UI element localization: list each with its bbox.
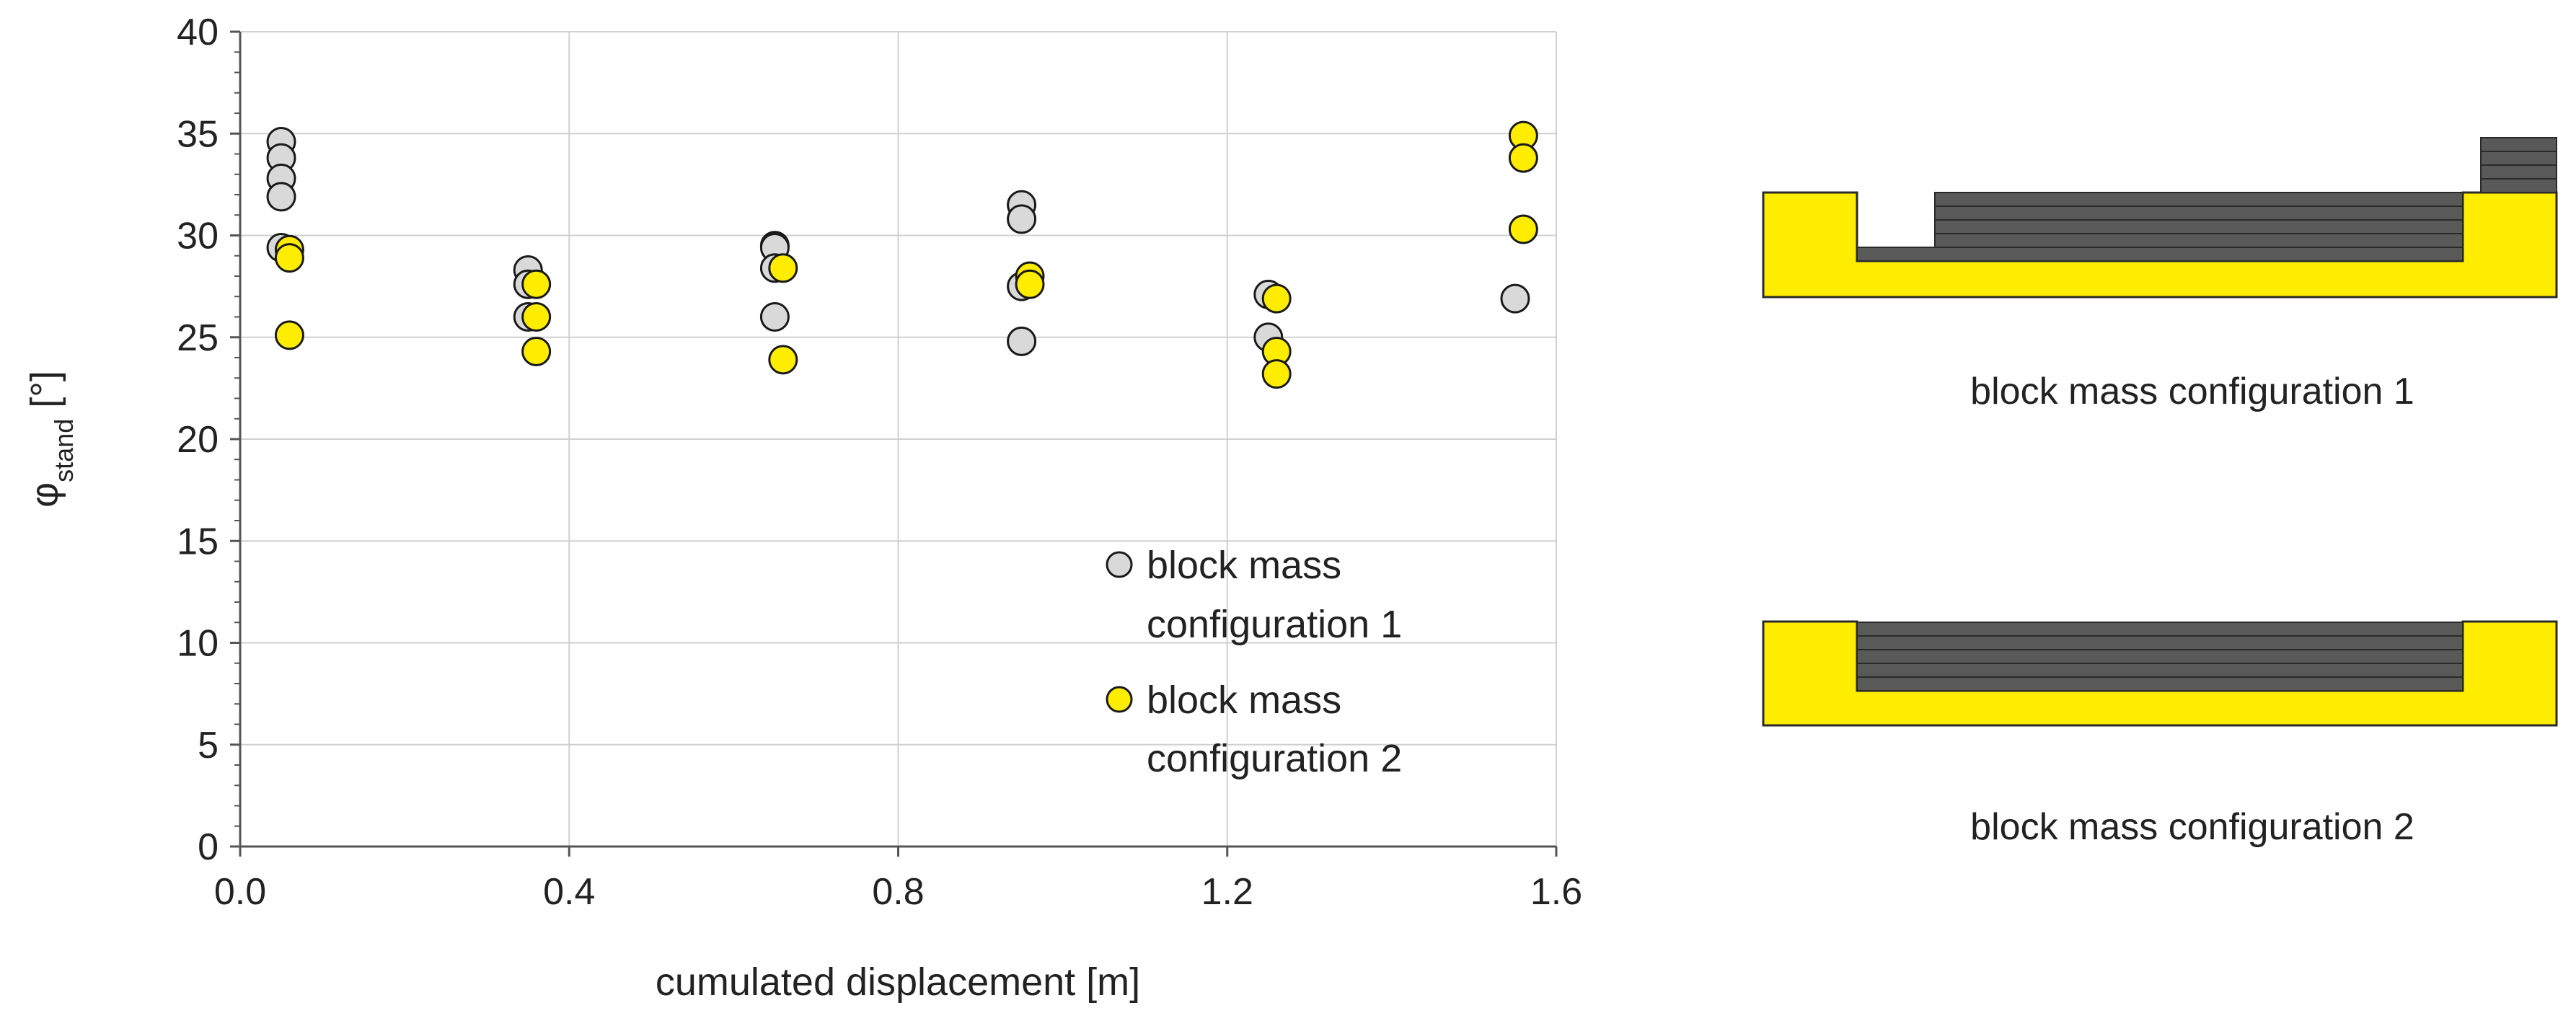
- block-layer: [1934, 205, 2463, 221]
- y-tick-label: 20: [177, 419, 219, 461]
- legend-label-configuration-1-line-2: configuration 1: [1147, 603, 1402, 646]
- data-point-configuration-1: [759, 302, 790, 332]
- data-point-configuration-2: [1261, 359, 1292, 389]
- y-tick-label: 10: [177, 623, 219, 665]
- y-axis-title-unit: [°]: [23, 371, 66, 419]
- block-layer: [1856, 649, 2463, 664]
- y-tick-labels: 0 5 10 15 20 25 30 35 40: [177, 12, 219, 868]
- data-point-configuration-2: [1261, 283, 1292, 314]
- data-point-configuration-1: [1500, 283, 1530, 314]
- data-point-configuration-2: [768, 345, 798, 375]
- block-mass-configuration-1-diagram: block mass configuration 1: [1762, 137, 2558, 412]
- block-layer: [2480, 164, 2557, 180]
- scatter-chart: 0 5 10 15 20 25 30 35 40 0.0 0.4 0.8 1.2 1.6 cumulat…: [23, 12, 1582, 1004]
- block-layer: [2480, 151, 2557, 166]
- y-tick-label: 25: [177, 317, 219, 359]
- y-axis-title-symbol: φ: [23, 482, 66, 508]
- data-point-configuration-2: [521, 337, 552, 367]
- data-point-configuration-2: [1508, 214, 1538, 244]
- x-tick-label: 1.6: [1530, 871, 1582, 913]
- legend-marker-configuration-2: [1106, 686, 1133, 713]
- x-tick-label: 0.0: [214, 871, 266, 913]
- block-layer: [1856, 247, 2463, 262]
- grid-lines: [240, 31, 1557, 847]
- y-tick-label: 5: [198, 725, 219, 766]
- diagram-caption: block mass configuration 2: [1970, 806, 2414, 848]
- data-point-configuration-2: [1015, 269, 1045, 299]
- legend-marker-configuration-1: [1106, 551, 1133, 578]
- x-tick-label: 0.4: [543, 871, 595, 913]
- block-layer: [1934, 233, 2463, 248]
- block-layer: [1856, 622, 2463, 637]
- block-layer: [1934, 192, 2463, 207]
- legend-label-configuration-1-line-1: block mass: [1147, 544, 1341, 587]
- y-tick-label: 15: [177, 521, 219, 562]
- data-point-configuration-2: [274, 320, 304, 350]
- x-axis-title: cumulated displacement [m]: [656, 960, 1140, 1004]
- data-points: [266, 120, 1538, 389]
- x-tick-label: 0.8: [872, 871, 924, 913]
- y-tick-label: 30: [177, 216, 219, 257]
- data-point-configuration-2: [274, 243, 304, 273]
- y-axis-title: φstand [°]: [23, 371, 79, 508]
- diagram-caption: block mass configuration 1: [1970, 371, 2414, 412]
- block-layer: [1856, 676, 2463, 691]
- data-point-configuration-2: [1508, 143, 1538, 173]
- data-point-configuration-1: [266, 182, 296, 212]
- block-layer: [2480, 137, 2557, 152]
- block-layer: [1856, 663, 2463, 678]
- data-point-configuration-1: [1007, 326, 1037, 356]
- x-tick-label: 1.2: [1201, 871, 1253, 913]
- block-layer: [2480, 178, 2557, 193]
- x-tick-labels: 0.0 0.4 0.8 1.2 1.6: [214, 871, 1582, 913]
- data-point-configuration-2: [521, 269, 552, 299]
- block-layer: [1856, 635, 2463, 650]
- block-mass-configuration-2-diagram: block mass configuration 2: [1762, 620, 2558, 848]
- data-point-configuration-2: [521, 302, 552, 332]
- y-minor-ticks: [230, 30, 1558, 857]
- legend: block mass configuration 1 block mass co…: [1106, 544, 1402, 780]
- block-layer: [1934, 219, 2463, 234]
- series-2: [274, 120, 1538, 389]
- legend-label-configuration-2-line-2: configuration 2: [1147, 737, 1402, 780]
- y-tick-label: 0: [198, 826, 219, 868]
- data-point-configuration-1: [1007, 204, 1037, 234]
- y-tick-label: 35: [177, 113, 219, 155]
- y-axis-title-subscript: stand: [49, 419, 79, 482]
- y-tick-label: 40: [177, 12, 219, 53]
- data-point-configuration-2: [768, 253, 798, 283]
- legend-label-configuration-2-line-1: block mass: [1147, 679, 1341, 722]
